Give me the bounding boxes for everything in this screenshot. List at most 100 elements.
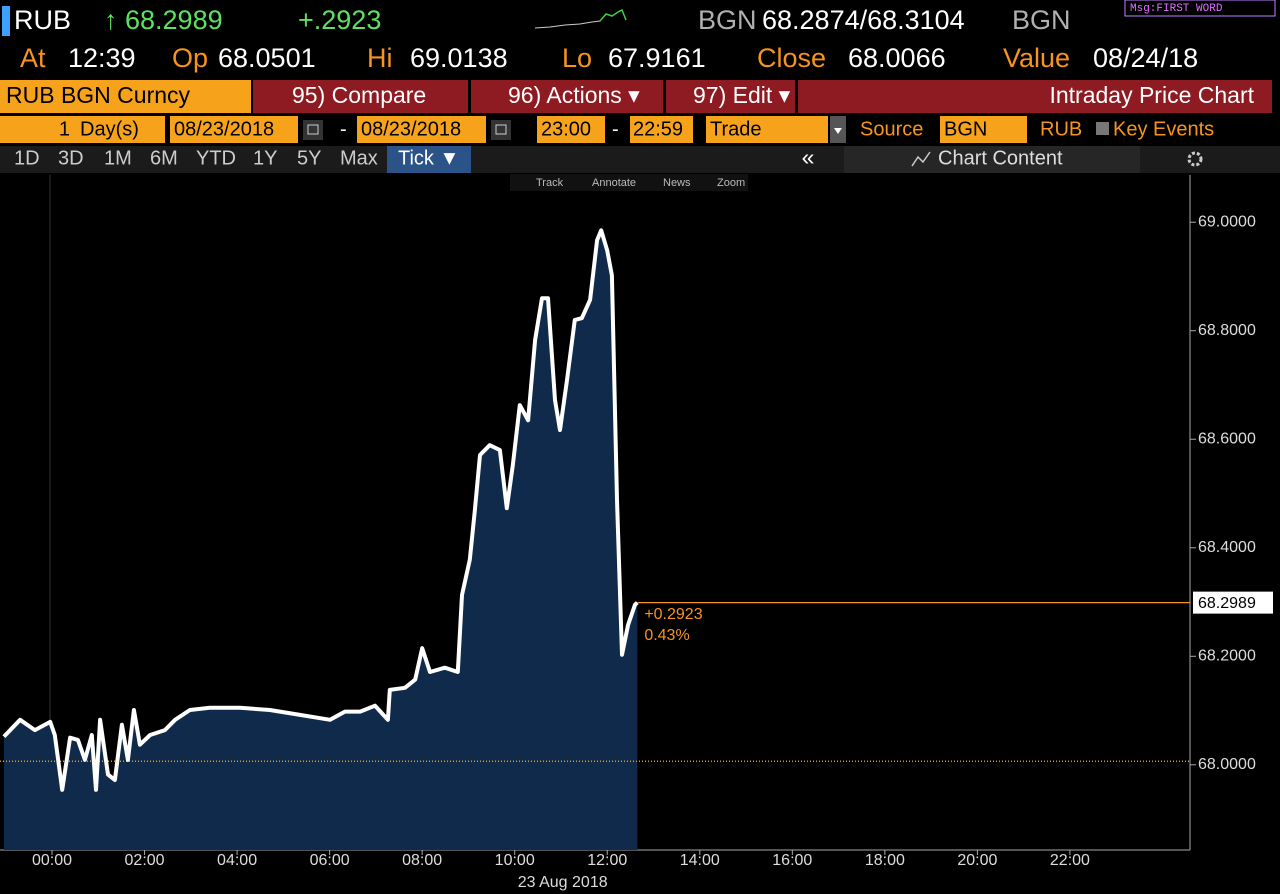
event-box[interactable]: [706, 116, 828, 143]
y-tick-label: 69.0000: [1198, 213, 1256, 230]
currency: RUB: [1040, 118, 1082, 140]
event[interactable]: Trade: [710, 118, 762, 140]
separator: [468, 80, 471, 113]
actions-button[interactable]: 96) Actions ▾: [508, 82, 640, 108]
calendar-icon[interactable]: [303, 120, 323, 140]
tab[interactable]: 1Y: [253, 147, 277, 169]
x-tick-label: 16:00: [772, 852, 812, 869]
last-price: ↑ 68.2989: [104, 5, 223, 35]
stat-label: Lo: [562, 43, 592, 73]
tool[interactable]: Annotate: [592, 177, 636, 189]
last-price-box: [1193, 591, 1273, 614]
key-events-checkbox[interactable]: [1096, 122, 1109, 135]
ticker: RUB: [14, 5, 71, 35]
stat-value: 12:39: [68, 43, 136, 73]
tab[interactable]: 1D: [14, 147, 40, 169]
bid-currency: BGN: [698, 5, 757, 35]
collapse-button[interactable]: «: [802, 144, 815, 170]
end-time[interactable]: 22:59: [633, 118, 683, 140]
source-label: Source: [860, 118, 923, 140]
change-annotation: +0.2923: [644, 606, 702, 623]
start-time-box[interactable]: [537, 116, 605, 143]
sparkline-recent: [599, 8, 627, 22]
stat-value: 69.0138: [410, 43, 508, 73]
start-time[interactable]: 23:00: [541, 118, 591, 140]
start-date[interactable]: 08/23/2018: [174, 118, 274, 140]
x-tick-label: 02:00: [125, 852, 165, 869]
settings-gear[interactable]: [1187, 151, 1203, 167]
y-tick-label: 68.6000: [1198, 430, 1256, 447]
source[interactable]: BGN: [944, 118, 987, 140]
price-line: [2, 228, 639, 792]
chart-content[interactable]: Chart Content: [938, 147, 1063, 169]
stat-label: Close: [757, 43, 826, 73]
x-tick-label: 14:00: [680, 852, 720, 869]
tab[interactable]: Max: [340, 147, 378, 169]
msg[interactable]: Msg:FIRST WORD: [1130, 3, 1223, 15]
net-change: +.2923: [298, 5, 381, 35]
tab[interactable]: 6M: [150, 147, 178, 169]
security[interactable]: RUB BGN Curncy: [6, 82, 191, 108]
pct-annotation: 0.43%: [644, 627, 689, 644]
stat-value: 68.0501: [218, 43, 316, 73]
bid-ask: 68.2874/68.3104: [762, 5, 965, 35]
tab[interactable]: 3D: [58, 147, 84, 169]
x-tick-label: 10:00: [495, 852, 535, 869]
x-tick-label: 04:00: [217, 852, 257, 869]
active-tab[interactable]: [387, 146, 471, 173]
area-fill: [3, 230, 638, 851]
stat-label: Hi: [367, 43, 393, 73]
security-marker: [2, 6, 10, 36]
tab[interactable]: YTD: [196, 147, 236, 169]
edit-button[interactable]: 97) Edit ▾: [693, 82, 791, 108]
ask-currency: BGN: [1012, 5, 1071, 35]
end-date-box[interactable]: [357, 116, 486, 143]
source-box[interactable]: [940, 116, 1027, 143]
separator: [795, 80, 798, 113]
stat-label: At: [20, 43, 46, 73]
stat-label: Op: [172, 43, 208, 73]
y-tick-label: 68.2000: [1198, 648, 1256, 665]
calendar-icon[interactable]: [491, 120, 511, 140]
date-dash: -: [340, 118, 347, 140]
y-tick-label: 68.8000: [1198, 322, 1256, 339]
x-tick-label: 08:00: [402, 852, 442, 869]
x-tick-label: 18:00: [865, 852, 905, 869]
stat-value: 08/24/18: [1093, 43, 1198, 73]
end-time-box[interactable]: [630, 116, 693, 143]
last-price-label: 68.2989: [1198, 595, 1256, 612]
calendar-glyph: [495, 124, 507, 135]
compare-button[interactable]: 95) Compare: [292, 82, 426, 108]
period-unit[interactable]: Day(s): [80, 118, 139, 140]
y-tick-label: 68.0000: [1198, 756, 1256, 773]
x-tick-label: 06:00: [310, 852, 350, 869]
stat-label: Value: [1003, 43, 1070, 73]
x-tick-label: 20:00: [957, 852, 997, 869]
period[interactable]: 1: [59, 118, 70, 140]
chart-content-box[interactable]: [844, 146, 1140, 173]
tools-bar: [510, 174, 748, 191]
tab[interactable]: 5Y: [297, 147, 321, 169]
tool[interactable]: News: [663, 177, 691, 189]
separator: [663, 80, 666, 113]
security-box[interactable]: [0, 80, 251, 113]
page-title: Intraday Price Chart: [1049, 82, 1254, 108]
tab[interactable]: 1M: [104, 147, 132, 169]
stat-value: 67.9161: [608, 43, 706, 73]
chart-content-icon: [911, 151, 931, 167]
time-dash: -: [612, 118, 619, 140]
period-box[interactable]: [0, 116, 165, 143]
y-tick-label: 68.4000: [1198, 539, 1256, 556]
tab[interactable]: Tick ▼: [398, 147, 459, 169]
end-date[interactable]: 08/23/2018: [361, 118, 461, 140]
tool[interactable]: Zoom: [717, 177, 745, 189]
x-tick-label: 00:00: [32, 852, 72, 869]
key-events[interactable]: Key Events: [1113, 118, 1214, 140]
tool[interactable]: Track: [536, 177, 564, 189]
start-date-box[interactable]: [170, 116, 298, 143]
x-axis-label: 23 Aug 2018: [518, 874, 608, 891]
msg-box[interactable]: [1124, 0, 1276, 17]
calendar-glyph: [307, 124, 319, 135]
toolbar: [253, 80, 1272, 113]
